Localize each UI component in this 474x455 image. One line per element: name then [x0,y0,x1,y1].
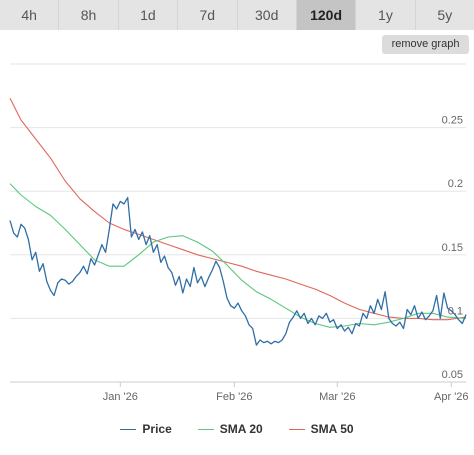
legend-swatch [288,428,305,430]
y-tick-label: 0.05 [442,369,463,381]
legend-item-sma-50[interactable]: SMA 50 [288,422,354,436]
tab-30d[interactable]: 30d [237,0,297,30]
chart-legend: Price SMA 20 SMA 50 [0,420,474,438]
time-range-tabs: 4h 8h 1d 7d 30d 120d 1y 5y [0,0,474,30]
legend-label: Price [142,422,172,436]
tab-120d[interactable]: 120d [296,0,357,30]
series-line-sma-50 [9,98,467,321]
series-line-sma-20 [9,183,467,328]
x-tick-label: Feb '26 [216,391,252,403]
legend-label: SMA 20 [219,422,263,436]
legend-swatch [197,428,214,430]
x-tick-label: Apr '26 [434,391,469,403]
tab-1d[interactable]: 1d [118,0,179,30]
tab-1y[interactable]: 1y [356,0,416,30]
legend-swatch [120,428,137,430]
x-tick-label: Mar '26 [319,391,355,403]
legend-item-sma-20[interactable]: SMA 20 [197,422,263,436]
tab-5y[interactable]: 5y [415,0,474,30]
tab-7d[interactable]: 7d [178,0,238,30]
series-line-price [9,196,467,346]
legend-label: SMA 50 [310,422,354,436]
legend-item-price[interactable]: Price [120,422,172,436]
tab-4h[interactable]: 4h [0,0,60,30]
tab-8h[interactable]: 8h [59,0,119,30]
x-tick-label: Jan '26 [103,391,138,403]
remove-graph-button[interactable]: remove graph [382,35,469,54]
y-tick-label: 0.25 [442,115,463,127]
y-tick-label: 0.2 [448,178,463,190]
y-tick-label: 0.15 [442,242,463,254]
y-tick-label: 0.1 [448,305,463,317]
